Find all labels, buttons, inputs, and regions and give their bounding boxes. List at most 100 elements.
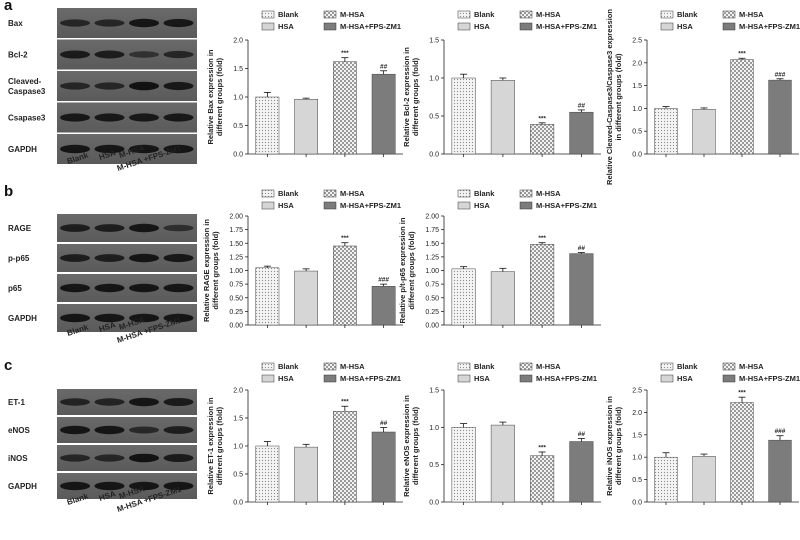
blot-row-label: ET-1 (8, 398, 25, 407)
y-tick-label: 1.25 (425, 254, 439, 261)
bar (654, 456, 678, 503)
bar (530, 244, 555, 326)
y-tick-label: 1.0 (429, 76, 439, 83)
significance-label: ## (578, 431, 586, 438)
y-tick-label: 1.25 (229, 254, 243, 261)
legend-swatch (323, 10, 337, 19)
y-tick-label: 0.5 (233, 123, 243, 130)
significance-label: ## (578, 245, 586, 252)
bar-chart: Blank M-HSA HSA M-HSA+FPS-ZM1 0.0 0.5 1.0 1.5 2.… (605, 362, 800, 507)
legend-swatch (457, 362, 471, 371)
y-tick-label: 0.25 (425, 309, 439, 316)
bar (768, 79, 792, 155)
legend-swatch (519, 374, 533, 383)
y-tick-label: 1.75 (229, 227, 243, 234)
y-axis-label: different groups (fold) (215, 406, 224, 485)
y-tick-label: 2.0 (233, 38, 243, 45)
bar (294, 446, 318, 503)
significance-label: *** (538, 115, 546, 122)
blot-band (129, 51, 159, 58)
legend-swatch (519, 189, 533, 198)
blot-row-label: p-p65 (8, 254, 30, 263)
legend-swatch (722, 22, 736, 31)
y-axis-label: different groups (fold) (614, 406, 623, 485)
bar (569, 441, 594, 503)
y-tick-label: 0.0 (233, 152, 243, 159)
y-tick-label: 0.0 (632, 152, 642, 159)
bar-chart: Blank M-HSA HSA M-HSA+FPS-ZM1 0.0 0.5 1.0 1.5 Re… (402, 10, 601, 159)
bar (371, 73, 396, 155)
legend-label: HSA (474, 374, 490, 383)
blot-band (163, 283, 194, 293)
legend-label: Blank (677, 10, 698, 19)
y-axis-label: different groups (fold) (211, 231, 220, 310)
blot-band (94, 313, 125, 323)
y-axis-label: different groups (fold) (411, 57, 420, 136)
blot-band (94, 454, 125, 462)
blot-band (60, 224, 90, 232)
bar (255, 96, 280, 155)
y-axis-label: Relative Cleaved-Caspase3/Caspase3 expre… (605, 9, 614, 185)
legend-label: M-HSA (340, 189, 365, 198)
y-tick-label: 0.00 (229, 323, 243, 330)
bar-chart: Blank M-HSA HSA M-HSA+FPS-ZM1 0.00 0.25 0.50 0.… (202, 189, 403, 330)
blot-band (129, 81, 159, 91)
legend-label: HSA (278, 374, 294, 383)
blot-band (129, 426, 159, 434)
significance-label: ### (775, 428, 786, 435)
legend-label: HSA (278, 22, 294, 31)
legend-swatch (261, 189, 275, 198)
legend-swatch (261, 362, 275, 371)
legend-label: M-HSA (536, 189, 561, 198)
legend-swatch (722, 374, 736, 383)
legend-swatch (457, 374, 471, 383)
bar (333, 61, 357, 155)
y-tick-label: 1.75 (425, 227, 439, 234)
blot-band (60, 254, 90, 262)
y-tick-label: 1.5 (632, 432, 642, 439)
legend-label: Blank (278, 362, 299, 371)
y-axis-label: Relative p/t-p65 expression in (398, 217, 407, 323)
blot-band (94, 425, 125, 435)
bar (569, 253, 594, 326)
legend-label: Blank (278, 10, 299, 19)
significance-label: *** (538, 235, 546, 242)
legend-label: M-HSA (739, 362, 764, 371)
y-tick-label: 0.75 (229, 282, 243, 289)
blot-band (60, 113, 90, 122)
legend-label: M-HSA+FPS-ZM1 (536, 201, 597, 210)
legend-swatch (323, 374, 337, 383)
bar (294, 270, 318, 326)
legend-swatch (323, 22, 337, 31)
significance-label: ### (775, 71, 786, 78)
y-tick-label: 0.0 (233, 500, 243, 507)
blot-row-label: Bcl-2 (8, 51, 28, 60)
y-axis-label: Relative RAGE expression in (202, 219, 211, 322)
legend-swatch (722, 10, 736, 19)
legend-swatch (261, 22, 275, 31)
legend-swatch (660, 22, 674, 31)
bar (451, 427, 476, 503)
bar (490, 424, 515, 503)
y-tick-label: 2.0 (632, 60, 642, 67)
legend-label: M-HSA (340, 10, 365, 19)
blot-band (129, 144, 159, 154)
blot-band (129, 113, 159, 122)
y-tick-label: 1.00 (229, 268, 243, 275)
legend-label: M-HSA (739, 10, 764, 19)
bar (451, 268, 476, 326)
y-tick-label: 0.25 (229, 309, 243, 316)
panel-letter: b (4, 183, 13, 200)
blot-band (60, 283, 90, 293)
bar (530, 455, 555, 503)
blot-band (60, 425, 90, 435)
y-axis-label: in different groups (fold) (614, 53, 623, 141)
blot-row-label: iNOS (8, 454, 28, 463)
blot-row-label: GAPDH (8, 482, 37, 491)
blot-band (129, 453, 159, 463)
legend-swatch (660, 374, 674, 383)
y-axis-label: Relative Bax expression in (206, 49, 215, 144)
bar (654, 108, 678, 155)
